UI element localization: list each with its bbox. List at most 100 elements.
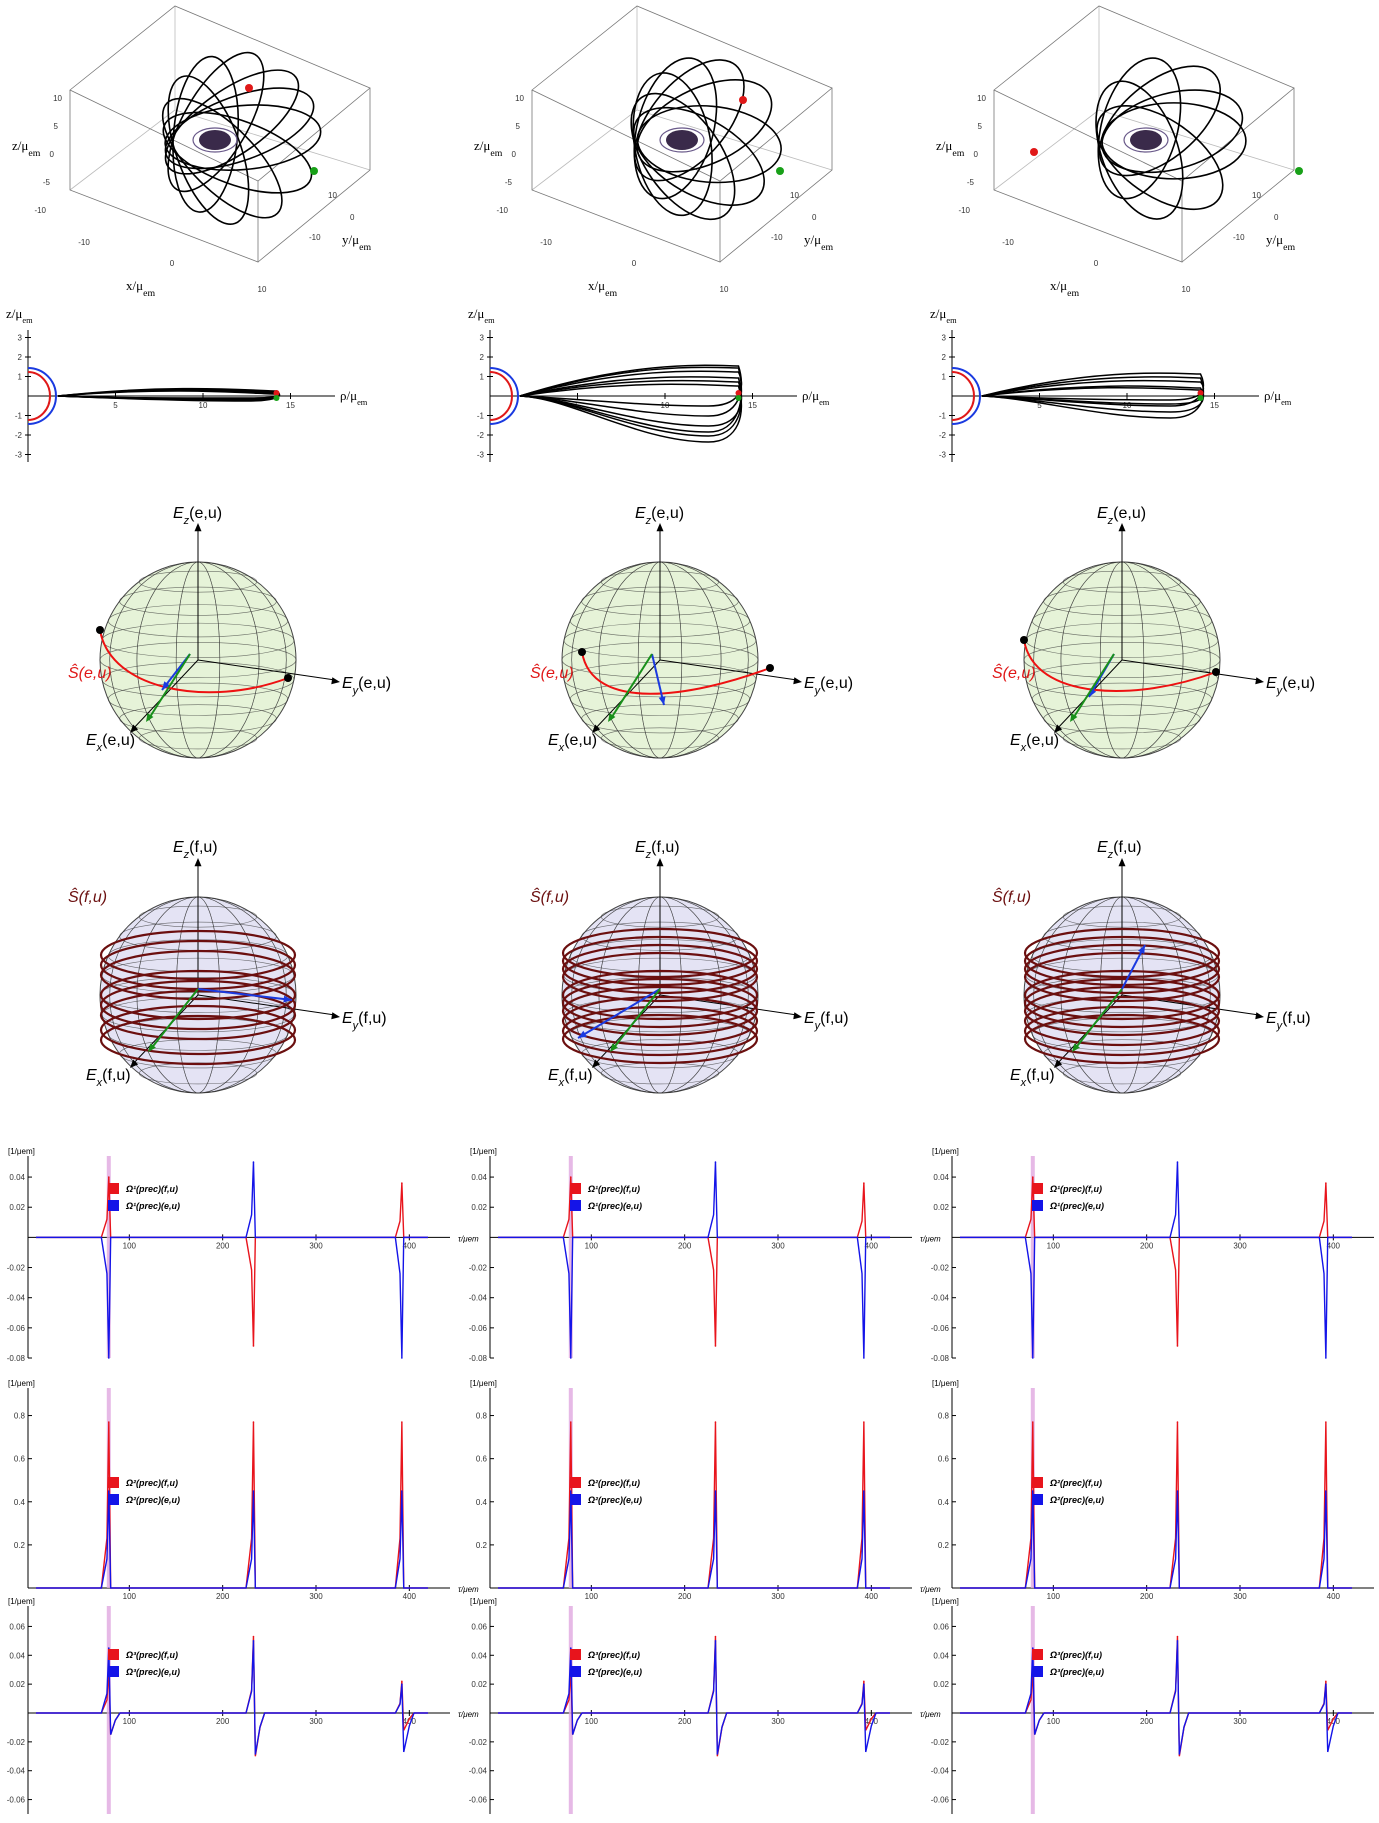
y-tick-label: 10 [790,191,799,200]
x-axis-label: τ/μem [920,1710,941,1719]
x-axis-label: τ/μem [920,1234,941,1243]
y-axis-label: z/μem [468,306,495,325]
sphere-f-panel: Ez(f,u) Ey(f,u) Ex(f,u) Ŝ(f,u) [992,839,1311,1094]
spin-band [1023,927,1221,979]
legend-label-f: Ω²(prec)(f,u) [587,1478,640,1488]
green-vector [609,653,653,721]
central-body-ring [1123,127,1169,153]
legend-swatch-e [108,1666,119,1677]
y-tick-label: 0.2 [14,1541,26,1550]
y-tick-label: -0.06 [931,1796,950,1805]
omega-chart-omega2: [1/μem] τ/μem 0.8 0.6 0.4 0.2 100 200 300 400 Ω²(p… [8,1379,479,1601]
legend-swatch-f [1032,1477,1043,1488]
ey-axis [197,659,336,681]
y-unit-label: [1/μem] [470,1379,497,1388]
ergosphere-curve [951,367,981,425]
spin-band [561,943,759,995]
peak-point [570,1647,572,1649]
orbit-start-point [735,390,742,396]
z-tick-label: 0 [50,150,55,159]
x-tick-label: 200 [1140,1241,1154,1250]
peak-point [1325,1680,1327,1683]
latitude-line [569,682,751,716]
peak-point [570,1490,572,1492]
y-tick-label: -0.06 [469,1796,488,1805]
orbit-start-point [1030,148,1038,156]
legend-label-e: Ω²(prec)(e,u) [1049,1495,1104,1505]
y-tick-label: 0.6 [476,1455,488,1464]
horizon-curve [27,371,51,421]
orbit-loop [519,366,743,433]
time-marker [568,1156,573,1358]
legend-label-f: Ω³(prec)(f,u) [125,1650,178,1660]
y-tick-label: -0.02 [469,1264,488,1273]
omega-chart-omega3: [1/μem] τ/μem 0.06 0.04 0.02 -0.02 -0.04 -0.06 1… [7,1597,479,1814]
x-tick-label: 300 [771,1241,785,1250]
z-tick-label: -5 [967,178,975,187]
y-tick-label: 2 [480,353,485,362]
legend-swatch-e [1032,1494,1043,1505]
horizon-curve [951,371,975,421]
peak-point [252,1161,255,1163]
orbit-end-point [776,167,784,175]
x-tick-label: 15 [748,401,757,410]
legend-label-f: Ω²(prec)(f,u) [1049,1478,1102,1488]
legend-swatch-e [570,1200,581,1211]
legend-swatch-f [108,1183,119,1194]
orbit-curve [164,87,315,170]
peak-point [108,1647,110,1649]
y-tick-label: 1 [18,373,23,382]
ex-arrow [1054,724,1063,733]
orbit-end-point [1295,167,1303,175]
sphere-e-panel: Ez(e,u) Ey(e,u) Ex(e,u) Ŝ(e,u) [68,505,391,759]
box-top [531,5,833,182]
peak-point [714,1490,717,1492]
y-tick-label: 0.02 [933,1203,949,1212]
ez-arrow [1118,858,1126,867]
z-axis-label: z/μem [12,138,41,159]
y-unit-label: [1/μem] [8,1597,35,1606]
x-axis-label: ρ/μem [340,388,368,407]
green-vector [1073,988,1123,1051]
orbit-3d-panel: 10 5 0 -5 -10 -10 0 10 10 0 -10 z/μem x/μem y/μem [474,5,833,299]
series-line-f [36,1177,428,1346]
legend-label-e: Ω¹(prec)(e,u) [1049,1201,1104,1211]
x-tick-label: 100 [123,1717,137,1726]
y-axis-label: y/μem [804,232,833,253]
peak-point [252,1345,255,1347]
x-tick-label: 100 [585,1241,599,1250]
z-tick-label: -5 [505,178,513,187]
blue-vector [577,988,661,1039]
y-unit-label: [1/μem] [470,1597,497,1606]
y-tick-label: 0.02 [471,1680,487,1689]
z-tick-label: -10 [496,206,508,215]
series-line-e [498,1161,890,1359]
y-tick-label: -0.02 [7,1264,26,1273]
blue-vector-head [1138,945,1145,954]
y-axis-label: z/μem [930,306,957,325]
box-back [993,6,1295,191]
z-tick-label: 5 [978,122,983,131]
peak-point [570,1357,572,1359]
x-axis-label: x/μem [1050,278,1079,299]
z-tick-label: 0 [512,150,517,159]
blue-vector-head [578,1030,587,1038]
ex-label: Ex(f,u) [86,1067,131,1089]
legend-label-e: Ω²(prec)(e,u) [125,1495,180,1505]
time-marker [1030,1606,1035,1814]
x-tick-label: 100 [585,1717,599,1726]
spin-band [1023,1013,1221,1065]
spin-start-point [578,648,586,656]
x-tick-label: 10 [199,401,208,410]
latitude-line [138,727,258,750]
peak-point [1032,1357,1034,1359]
y-tick-label: -2 [939,431,947,440]
x-tick-label: 0 [632,259,637,268]
peak-point [401,1680,403,1683]
series-line-e [498,1490,890,1589]
z-tick-label: 10 [53,94,62,103]
spin-label: Ŝ(e,u) [68,663,112,682]
z-axis-label: z/μem [474,138,503,159]
x-tick-label: 200 [678,1717,692,1726]
y-tick-label: 0.02 [9,1680,25,1689]
